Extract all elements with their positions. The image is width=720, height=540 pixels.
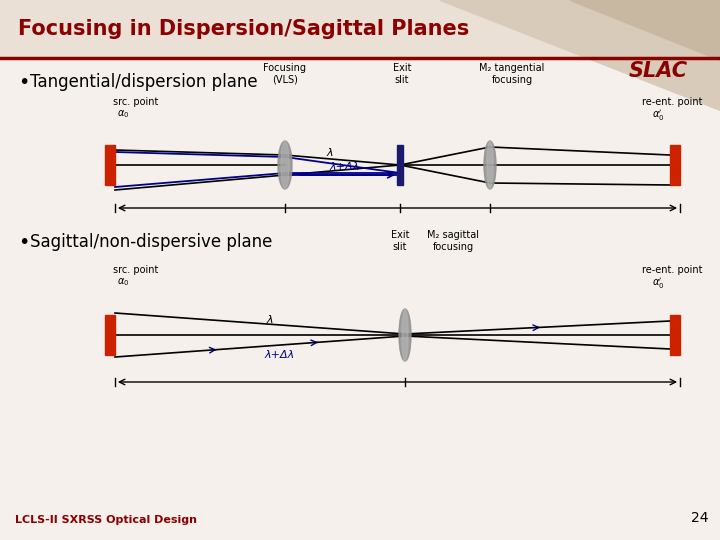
Ellipse shape: [399, 309, 411, 361]
Text: Exit
slit: Exit slit: [391, 231, 409, 252]
Text: $\alpha_0$: $\alpha_0$: [117, 108, 130, 120]
Bar: [0, 0, 720, 58]
Text: $\alpha_0$: $\alpha_0$: [117, 276, 130, 288]
Polygon shape: [440, 0, 720, 110]
Text: re-ent. point: re-ent. point: [642, 265, 703, 275]
Text: Focusing
(VLS): Focusing (VLS): [264, 63, 307, 85]
Text: •: •: [18, 72, 30, 91]
Text: src. point: src. point: [113, 265, 158, 275]
Text: λ: λ: [327, 148, 333, 158]
Bar: [105, 315, 115, 355]
Text: λ: λ: [266, 315, 274, 325]
Ellipse shape: [402, 309, 408, 361]
Bar: [670, 145, 680, 185]
Text: LCLS-II SXRSS Optical Design: LCLS-II SXRSS Optical Design: [15, 515, 197, 525]
Text: src. point: src. point: [113, 97, 158, 107]
Ellipse shape: [484, 141, 496, 189]
Ellipse shape: [281, 141, 289, 189]
Bar: [670, 315, 680, 355]
Text: Tangential/dispersion plane: Tangential/dispersion plane: [30, 73, 258, 91]
Text: λ+Δλ: λ+Δλ: [265, 350, 295, 360]
Bar: [105, 145, 115, 185]
Polygon shape: [570, 0, 720, 60]
Bar: [397, 145, 403, 185]
Text: M₂ sagittal
focusing: M₂ sagittal focusing: [427, 231, 479, 252]
Text: Focusing in Dispersion/Sagittal Planes: Focusing in Dispersion/Sagittal Planes: [18, 19, 469, 39]
Ellipse shape: [278, 141, 292, 189]
Text: M₂ tangential
focusing: M₂ tangential focusing: [480, 63, 545, 85]
Text: Exit
slit: Exit slit: [392, 63, 411, 85]
Ellipse shape: [487, 141, 493, 189]
Text: $\alpha_0'$: $\alpha_0'$: [652, 108, 665, 123]
Text: re-ent. point: re-ent. point: [642, 97, 703, 107]
Text: 24: 24: [690, 511, 708, 525]
Text: •: •: [18, 233, 30, 252]
Text: λ+Δλ: λ+Δλ: [330, 162, 360, 172]
Text: $\alpha_0'$: $\alpha_0'$: [652, 276, 665, 291]
Text: Sagittal/non-dispersive plane: Sagittal/non-dispersive plane: [30, 233, 272, 251]
Text: SLAC: SLAC: [629, 61, 688, 81]
